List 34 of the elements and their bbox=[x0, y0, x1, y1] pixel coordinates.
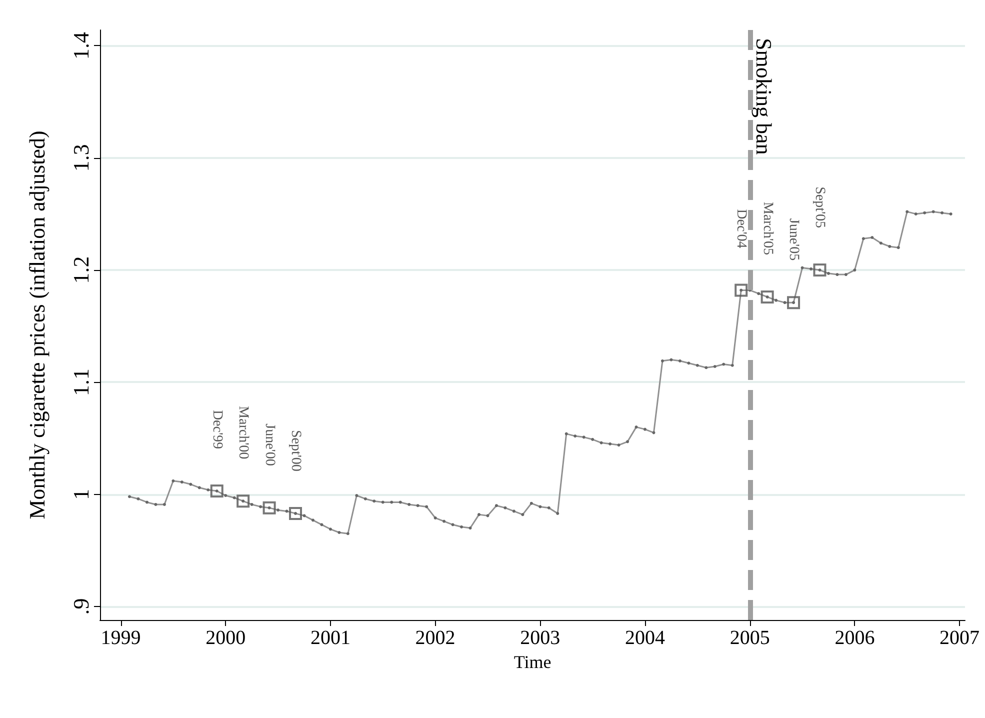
point bbox=[787, 296, 800, 310]
x-axis-title: Time bbox=[514, 652, 552, 672]
point bbox=[760, 290, 774, 304]
x-tick-label: 2000 bbox=[206, 627, 246, 649]
annotation: March'05 bbox=[760, 202, 775, 255]
y-tick-label: .9 bbox=[68, 598, 94, 615]
x-tick-label: 2004 bbox=[624, 627, 665, 649]
x-tick-label: 2001 bbox=[310, 627, 350, 649]
x-tick-label: 2003 bbox=[520, 627, 560, 649]
point bbox=[813, 264, 826, 277]
y-axis-title: Monthly cigarette prices (inflation adjusted) bbox=[24, 130, 50, 520]
x-tick-label: 2002 bbox=[415, 627, 456, 649]
y-tick-label: 1.4 bbox=[68, 32, 94, 60]
ref-line-label: Smoking ban bbox=[751, 38, 776, 155]
annotation: Sept'05 bbox=[812, 186, 828, 228]
y-tick-label: 1 bbox=[68, 488, 94, 500]
point bbox=[262, 501, 276, 514]
annotation: Sept'00 bbox=[288, 430, 303, 472]
point bbox=[289, 506, 302, 520]
annotation: June'00 bbox=[262, 424, 277, 466]
x-tick-label: 2007 bbox=[940, 627, 980, 649]
point bbox=[734, 284, 748, 297]
y-tick-label: 1.2 bbox=[68, 256, 94, 284]
annotation: March'00 bbox=[236, 406, 251, 460]
annotation: Dec'04 bbox=[734, 209, 749, 248]
point bbox=[210, 484, 224, 498]
x-tick-label: 2005 bbox=[730, 627, 770, 649]
annotation: Dec'99 bbox=[209, 410, 224, 450]
annotation: June'05 bbox=[786, 218, 802, 261]
point bbox=[236, 494, 250, 508]
x-tick-label: 1999 bbox=[100, 627, 141, 649]
y-tick-label: 1.3 bbox=[68, 144, 94, 172]
y-tick-label: 1.1 bbox=[68, 368, 94, 396]
x-tick-label: 2006 bbox=[834, 627, 875, 649]
